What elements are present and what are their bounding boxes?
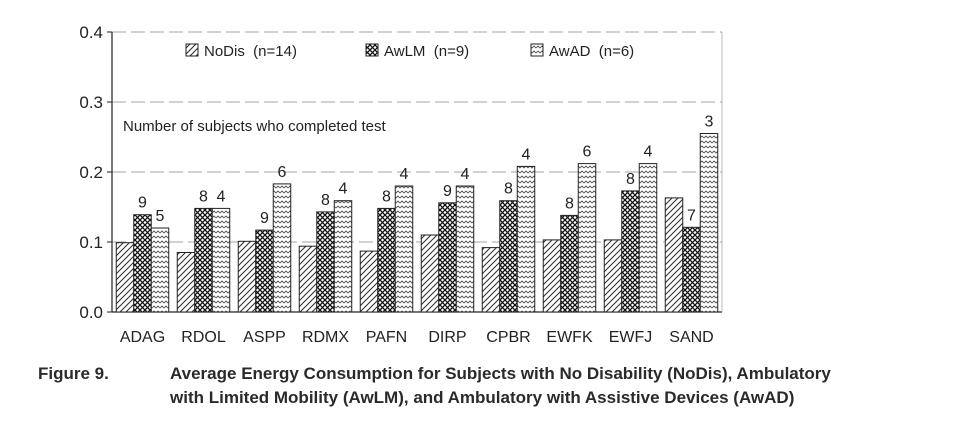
x-tick-label: EWFK bbox=[546, 329, 593, 346]
data-label: 7 bbox=[687, 207, 696, 224]
bar-ewfj-s1 bbox=[621, 190, 640, 313]
y-tick-label: 0.2 bbox=[79, 163, 103, 182]
bar-adag-s2 bbox=[150, 227, 170, 313]
bar-rdmx-s0 bbox=[298, 245, 318, 313]
caption-line-2: with Limited Mobility (AwLM), and Ambula… bbox=[170, 388, 795, 407]
bar-dirp-s2 bbox=[455, 185, 475, 313]
data-label: 9 bbox=[443, 183, 452, 200]
legend-label: NoDis (n=14) bbox=[204, 43, 297, 60]
bar-aspp-s1 bbox=[255, 229, 274, 313]
bar-cpbr-s0 bbox=[481, 247, 501, 313]
bar-adag-s0 bbox=[115, 242, 135, 313]
x-tick-label: ADAG bbox=[120, 329, 165, 346]
x-tick-label: RDMX bbox=[302, 329, 349, 346]
y-axis: 0.0 0.1 0.2 0.3 0.4 bbox=[79, 23, 723, 322]
x-tick-label: CPBR bbox=[486, 329, 530, 346]
data-label: 8 bbox=[199, 188, 208, 205]
legend-label: AwLM (n=9) bbox=[384, 43, 469, 60]
figure-label: Figure 9. bbox=[38, 364, 109, 383]
data-label: 4 bbox=[400, 166, 409, 183]
bar-rdmx-s2 bbox=[333, 200, 353, 313]
x-axis-labels: ADAG RDOL ASPP RDMX PAFN DIRP CPBR EWFK EWFJ SAND bbox=[120, 329, 714, 346]
bar-adag-s1 bbox=[133, 214, 152, 313]
y-tick-label: 0.3 bbox=[79, 93, 103, 112]
bar-ewfk-s2 bbox=[577, 163, 597, 313]
bar-sand-s0 bbox=[664, 197, 684, 313]
data-label: 8 bbox=[565, 195, 574, 212]
bar-aspp-s0 bbox=[237, 240, 257, 313]
y-tick-label: 0.0 bbox=[79, 303, 103, 322]
data-label: 6 bbox=[278, 164, 287, 181]
data-label: 8 bbox=[504, 181, 513, 198]
bar-ewfk-s0 bbox=[542, 239, 562, 313]
data-label: 9 bbox=[260, 210, 269, 227]
bar-rdol-s0 bbox=[176, 252, 196, 313]
legend-swatch bbox=[185, 43, 199, 57]
x-tick-label: PAFN bbox=[366, 329, 407, 346]
bar-sand-s1 bbox=[682, 226, 701, 313]
bar-rdol-s2 bbox=[211, 207, 231, 313]
bar-aspp-s2 bbox=[272, 183, 292, 313]
y-tick-label: 0.1 bbox=[79, 233, 103, 252]
data-label: 3 bbox=[705, 114, 714, 131]
bar-ewfj-s0 bbox=[603, 239, 623, 313]
legend-label: AwAD (n=6) bbox=[549, 43, 634, 60]
bar-dirp-s0 bbox=[420, 234, 440, 313]
legend-swatch bbox=[530, 43, 544, 57]
caption-line-1: Average Energy Consumption for Subjects … bbox=[170, 364, 831, 383]
bar-pafn-s1 bbox=[377, 207, 396, 313]
x-tick-label: DIRP bbox=[428, 329, 466, 346]
bar-ewfj-s2 bbox=[638, 163, 658, 313]
legend-swatch bbox=[365, 43, 379, 57]
data-label: 4 bbox=[644, 144, 653, 161]
data-label: 5 bbox=[156, 208, 165, 225]
bar-pafn-s2 bbox=[394, 185, 414, 313]
x-tick-label: RDOL bbox=[181, 329, 226, 346]
data-label: 4 bbox=[522, 146, 531, 163]
bar-cpbr-s1 bbox=[499, 200, 518, 313]
x-tick-label: EWFJ bbox=[609, 329, 653, 346]
data-label: 4 bbox=[339, 181, 348, 198]
bar-dirp-s1 bbox=[438, 202, 457, 313]
data-label: 6 bbox=[583, 144, 592, 161]
bar-rdol-s1 bbox=[194, 207, 213, 313]
data-label: 8 bbox=[321, 192, 330, 209]
bar-ewfk-s1 bbox=[560, 214, 579, 313]
caption-text: Average Energy Consumption for Subjects … bbox=[170, 362, 960, 410]
data-label: 4 bbox=[217, 188, 226, 205]
bars bbox=[115, 133, 719, 313]
bar-sand-s2 bbox=[699, 133, 719, 313]
y-tick-label: 0.4 bbox=[79, 23, 103, 42]
bar-rdmx-s1 bbox=[316, 211, 335, 313]
data-label: 9 bbox=[138, 195, 147, 212]
x-tick-label: SAND bbox=[669, 329, 713, 346]
data-label: 8 bbox=[382, 188, 391, 205]
data-label: 8 bbox=[626, 171, 635, 188]
x-tick-label: ASPP bbox=[243, 329, 286, 346]
chart-annotation: Number of subjects who completed test bbox=[123, 118, 386, 135]
bar-cpbr-s2 bbox=[516, 165, 536, 313]
legend: NoDis (n=14) AwLM (n=9) AwAD (n=6) bbox=[185, 43, 634, 60]
bar-pafn-s0 bbox=[359, 250, 379, 313]
data-label: 4 bbox=[461, 166, 470, 183]
